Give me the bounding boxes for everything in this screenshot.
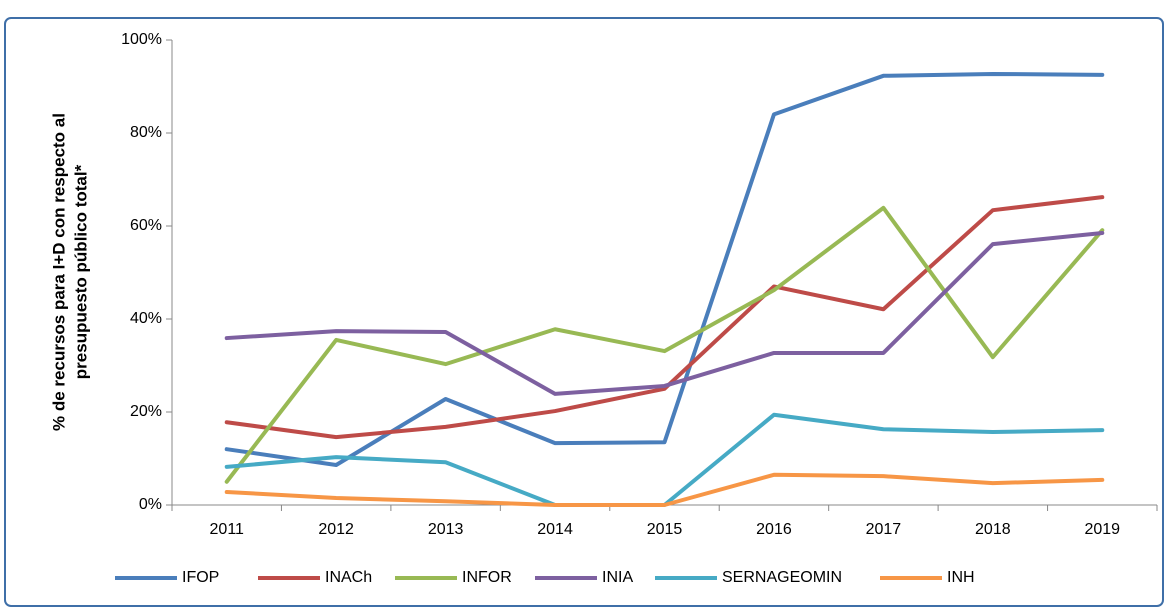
chart-border [4, 17, 1164, 607]
x-tick-label: 2013 [428, 521, 464, 538]
legend-label: IFOP [182, 569, 219, 586]
legend-label: INH [947, 569, 975, 586]
y-tick-label: 0% [139, 496, 162, 513]
x-tick-label: 2015 [647, 521, 683, 538]
legend-label: INFOR [462, 569, 512, 586]
y-tick-label: 80% [130, 124, 162, 141]
x-tick-label: 2019 [1084, 521, 1120, 538]
y-tick-label: 20% [130, 403, 162, 420]
series-line [224, 230, 1105, 396]
y-tick-label: 60% [130, 217, 162, 234]
x-tick-label: 2018 [975, 521, 1011, 538]
series-line [224, 71, 1105, 468]
x-tick-label: 2011 [210, 521, 245, 538]
y-axis-label: presupuesto público total* [71, 164, 90, 379]
x-tick-label: 2016 [756, 521, 792, 538]
y-axis-label: % de recursos para I+D con respecto al [49, 113, 68, 431]
legend-label: SERNAGEOMIN [722, 569, 842, 586]
series-line [224, 472, 1105, 507]
x-tick-label: 2012 [318, 521, 354, 538]
series-line [224, 195, 1105, 440]
legend-label: INACh [325, 569, 372, 586]
legend-label: INIA [602, 569, 633, 586]
x-tick-label: 2014 [537, 521, 573, 538]
x-tick-label: 2017 [866, 521, 902, 538]
y-tick-label: 100% [121, 31, 162, 48]
series-line [224, 205, 1105, 484]
y-tick-label: 40% [130, 310, 162, 327]
